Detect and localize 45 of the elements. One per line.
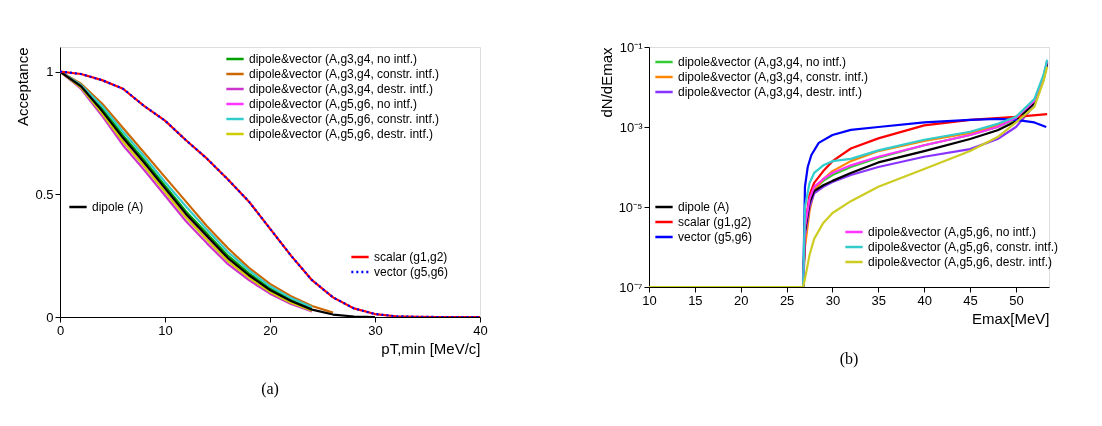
x-tick-label: 25 (779, 292, 795, 308)
legend-label: dipole&vector (A,g5,g6, no intf.) (249, 97, 418, 111)
x-tick-label: 30 (825, 292, 841, 308)
legend-label: dipole&vector (A,g5,g6, no intf.) (868, 225, 1037, 239)
legend-label: scalar (g1,g2) (678, 215, 752, 229)
x-tick-label: 10 (642, 292, 657, 308)
legend-label: dipole&vector (A,g5,g6, destr. intf.) (249, 127, 434, 141)
y-tick-label: 1 (46, 64, 54, 80)
y-axis-title: Acceptance (14, 47, 32, 126)
y-tick-label: 10⁻¹ (619, 39, 644, 55)
y-tick-label: 10⁻³ (619, 119, 644, 135)
x-tick-label: 45 (963, 292, 978, 308)
x-tick-label: 10 (158, 322, 173, 338)
legend-label: dipole&vector (A,g5,g6, destr. intf.) (868, 255, 1053, 269)
x-tick-label: 20 (263, 322, 278, 338)
x-tick-label: 35 (871, 292, 887, 308)
legend-label: scalar (g1,g2) (374, 250, 448, 264)
y-tick-label: 10⁻⁵ (618, 199, 643, 215)
legend-label: dipole&vector (A,g3,g4, constr. intf.) (678, 70, 869, 84)
x-tick-label: 15 (688, 292, 703, 308)
legend-label: vector (g5,g6) (678, 230, 753, 244)
y-tick-label: 0.5 (35, 186, 54, 202)
legend-label: dipole&vector (A,g3,g4, constr. intf.) (249, 67, 440, 81)
legend-label: dipole&vector (A,g3,g4, destr. intf.) (678, 85, 863, 99)
x-axis-title: Emax[MeV] (971, 309, 1050, 327)
legend-label: vector (g5,g6) (374, 265, 449, 279)
x-tick-label: 50 (1009, 292, 1024, 308)
y-axis-title: dN/dEmax (597, 47, 615, 118)
x-tick-label: 40 (473, 322, 488, 338)
legend-label: dipole (A) (92, 200, 144, 214)
legend-label: dipole (A) (678, 200, 730, 214)
x-tick-label: 20 (734, 292, 749, 308)
legend-label: dipole&vector (A,g3,g4, no intf.) (678, 55, 847, 69)
y-tick-label: 10⁻⁷ (619, 279, 643, 295)
text: (b) (839, 350, 859, 368)
x-axis-title: pT,min [MeV/c] (381, 339, 481, 357)
legend-label: dipole&vector (A,g5,g6, constr. intf.) (868, 240, 1059, 254)
y-tick-label: 0 (46, 309, 54, 325)
legend-label: dipole&vector (A,g5,g6, constr. intf.) (249, 112, 440, 126)
legend-label: dipole&vector (A,g3,g4, no intf.) (249, 52, 418, 66)
x-tick-label: 40 (917, 292, 932, 308)
x-tick-label: 30 (368, 322, 383, 338)
legend-label: dipole&vector (A,g3,g4, destr. intf.) (249, 82, 434, 96)
text: (a) (261, 380, 279, 398)
x-tick-label: 0 (56, 322, 65, 338)
